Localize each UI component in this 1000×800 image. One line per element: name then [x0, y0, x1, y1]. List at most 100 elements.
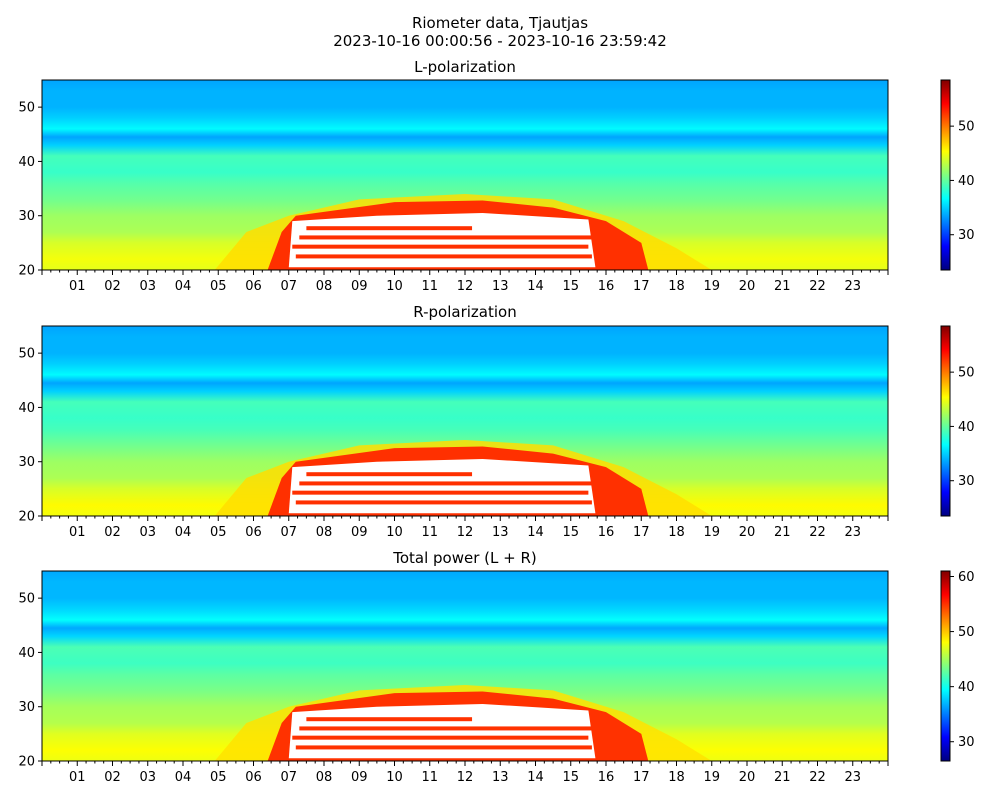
x-tick-label: 20 — [739, 770, 756, 785]
x-tick-label: 21 — [774, 279, 791, 294]
x-tick-label: 13 — [492, 279, 509, 294]
enhancement-streak — [299, 235, 599, 240]
x-tick-label: 23 — [844, 770, 861, 785]
x-tick-label: 12 — [457, 525, 474, 540]
x-tick-label: 17 — [633, 525, 650, 540]
x-tick-label: 02 — [104, 279, 121, 294]
x-tick-label: 07 — [280, 770, 297, 785]
x-tick-label: 23 — [844, 525, 861, 540]
x-tick-label: 23 — [844, 279, 861, 294]
x-tick-label: 08 — [316, 525, 333, 540]
enhancement-streak — [306, 472, 473, 477]
colorbar: 30 40 50 — [940, 79, 975, 271]
x-tick-label: 03 — [139, 525, 156, 540]
y-tick-label: 50 — [18, 347, 35, 362]
colorbar-tick-label: 50 — [958, 366, 975, 381]
x-tick-label: 09 — [351, 525, 368, 540]
x-tick-label: 05 — [210, 525, 227, 540]
y-tick-label: 30 — [18, 455, 35, 470]
y-tick-label: 40 — [18, 155, 35, 170]
colorbar-gradient — [940, 79, 951, 271]
x-tick-label: 01 — [69, 770, 86, 785]
x-tick-label: 19 — [703, 525, 720, 540]
y-axis: 20 30 40 50 — [18, 347, 42, 525]
x-tick-label: 01 — [69, 279, 86, 294]
colorbar: 30 40 50 60 — [940, 570, 975, 762]
x-tick-label: 16 — [598, 770, 615, 785]
x-tick-label: 13 — [492, 770, 509, 785]
y-tick-label: 20 — [18, 510, 35, 525]
x-tick-label: 15 — [562, 279, 579, 294]
x-tick-label: 16 — [598, 279, 615, 294]
y-tick-label: 50 — [18, 101, 35, 116]
x-tick-label: 19 — [703, 770, 720, 785]
x-tick-label: 18 — [668, 525, 685, 540]
enhancement-streak — [306, 717, 473, 722]
colorbar-tick-label: 30 — [958, 735, 975, 750]
heatmap-area — [42, 571, 888, 761]
x-tick-label: 14 — [527, 279, 544, 294]
y-tick-label: 40 — [18, 401, 35, 416]
enhancement-streak — [295, 500, 592, 505]
x-tick-label: 20 — [739, 525, 756, 540]
colorbar-gradient — [940, 325, 951, 517]
y-axis: 20 30 40 50 — [18, 101, 42, 279]
x-tick-label: 17 — [633, 279, 650, 294]
colorbar-tick-label: 30 — [958, 228, 975, 243]
y-tick-label: 40 — [18, 646, 35, 661]
colorbar-tick-label: 40 — [958, 420, 975, 435]
x-tick-label: 04 — [175, 279, 192, 294]
x-tick-label: 11 — [421, 279, 438, 294]
x-tick-label: 12 — [457, 770, 474, 785]
y-tick-label: 20 — [18, 755, 35, 770]
x-tick-label: 11 — [421, 525, 438, 540]
enhancement-streak — [306, 226, 473, 231]
x-tick-label: 10 — [386, 770, 403, 785]
x-tick-label: 05 — [210, 770, 227, 785]
enhancement-streak — [295, 745, 592, 750]
x-axis: 01 02 03 04 05 06 07 08 09 10 11 12 13 14 15 16 17 18 19 20… — [41, 270, 889, 294]
enhancement-streak — [292, 490, 589, 495]
x-tick-label: 08 — [316, 770, 333, 785]
x-tick-label: 07 — [280, 279, 297, 294]
x-tick-label: 17 — [633, 770, 650, 785]
figure-title-line2: 2023-10-16 00:00:56 - 2023-10-16 23:59:4… — [333, 32, 667, 50]
x-tick-label: 16 — [598, 525, 615, 540]
x-tick-label: 18 — [668, 279, 685, 294]
x-tick-label: 06 — [245, 279, 262, 294]
panel-title: Total power (L + R) — [392, 549, 537, 567]
panel-title: R-polarization — [413, 303, 516, 321]
colorbar-tick-label: 40 — [958, 680, 975, 695]
x-tick-label: 02 — [104, 525, 121, 540]
heatmap-area — [42, 80, 888, 270]
x-tick-label: 11 — [421, 770, 438, 785]
panel-r-polarization: R-polarization 20 30 40 50 01 02 03 04 05 06 07 08… — [18, 303, 974, 540]
x-tick-label: 03 — [139, 279, 156, 294]
x-tick-label: 09 — [351, 770, 368, 785]
enhancement-streak — [292, 244, 589, 249]
y-tick-label: 30 — [18, 209, 35, 224]
y-axis: 20 30 40 50 — [18, 592, 42, 770]
x-tick-label: 14 — [527, 770, 544, 785]
x-tick-label: 15 — [562, 525, 579, 540]
saturated-region — [288, 213, 596, 268]
x-tick-label: 14 — [527, 525, 544, 540]
x-tick-label: 10 — [386, 279, 403, 294]
x-tick-label: 02 — [104, 770, 121, 785]
x-tick-label: 08 — [316, 279, 333, 294]
y-tick-label: 20 — [18, 264, 35, 279]
x-tick-label: 12 — [457, 279, 474, 294]
panel-title: L-polarization — [414, 58, 516, 76]
enhancement-streak — [292, 735, 589, 740]
x-tick-label: 22 — [809, 770, 826, 785]
x-tick-label: 21 — [774, 525, 791, 540]
x-tick-label: 15 — [562, 770, 579, 785]
colorbar-tick-label: 50 — [958, 120, 975, 135]
x-tick-label: 10 — [386, 525, 403, 540]
colorbar-tick-label: 40 — [958, 174, 975, 189]
x-tick-label: 07 — [280, 525, 297, 540]
x-tick-label: 22 — [809, 279, 826, 294]
colorbar: 30 40 50 — [940, 325, 975, 517]
